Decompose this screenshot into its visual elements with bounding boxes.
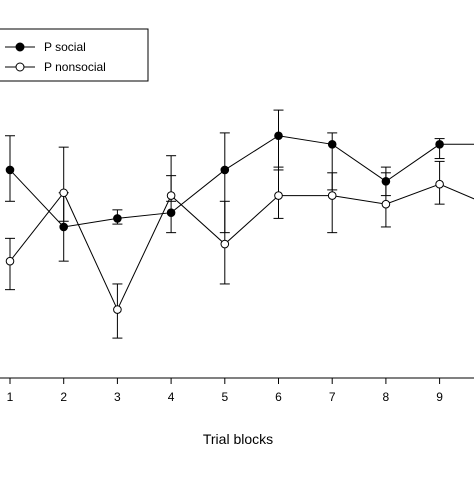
x-tick-label-5: 5 xyxy=(221,390,228,404)
legend-marker-p-social xyxy=(15,42,25,52)
x-tick-label-8: 8 xyxy=(383,390,390,404)
data-point-p-nonsocial-9 xyxy=(435,179,444,189)
series-group xyxy=(5,109,474,339)
legend-marker-p-nonsocial xyxy=(15,62,25,72)
series-line-p-social xyxy=(9,135,474,228)
data-point-p-social-1 xyxy=(5,165,15,175)
data-point-p-social-4 xyxy=(166,208,176,217)
data-point-p-social-5 xyxy=(220,165,230,175)
axes: Trial blocks xyxy=(0,377,474,447)
x-tick-label-1: 1 xyxy=(7,390,14,404)
data-point-p-nonsocial-6 xyxy=(274,191,283,200)
legend-box xyxy=(0,28,149,82)
data-point-p-social-9 xyxy=(435,140,444,149)
x-ticks: 1 2 3 4 5 6 7 8 9 xyxy=(7,378,443,404)
x-tick-label-3: 3 xyxy=(114,390,121,404)
series-p-social xyxy=(5,109,474,262)
x-tick-label-4: 4 xyxy=(168,390,175,404)
data-point-p-nonsocial-2 xyxy=(59,188,69,198)
data-point-p-nonsocial-3 xyxy=(113,305,122,314)
legend: P social P nonsocial xyxy=(0,28,149,82)
data-point-p-social-3 xyxy=(113,214,122,223)
x-tick-label-9: 9 xyxy=(436,390,443,404)
data-point-p-social-2 xyxy=(59,222,69,232)
data-point-p-social-7 xyxy=(327,140,337,149)
x-axis-title: Trial blocks xyxy=(203,431,273,447)
series-line-p-nonsocial xyxy=(9,183,474,311)
x-tick-label-7: 7 xyxy=(329,390,336,404)
legend-label-p-nonsocial: P nonsocial xyxy=(44,60,106,74)
x-tick-label-2: 2 xyxy=(60,390,67,404)
data-point-p-nonsocial-8 xyxy=(381,199,391,209)
legend-label-p-social: P social xyxy=(44,40,86,54)
series-p-nonsocial xyxy=(5,146,474,339)
data-point-p-social-6 xyxy=(274,131,283,141)
x-tick-label-6: 6 xyxy=(275,390,282,404)
data-point-p-nonsocial-4 xyxy=(166,191,176,200)
data-point-p-nonsocial-1 xyxy=(5,256,15,266)
data-point-p-nonsocial-5 xyxy=(220,239,230,249)
data-point-p-nonsocial-7 xyxy=(327,191,337,200)
